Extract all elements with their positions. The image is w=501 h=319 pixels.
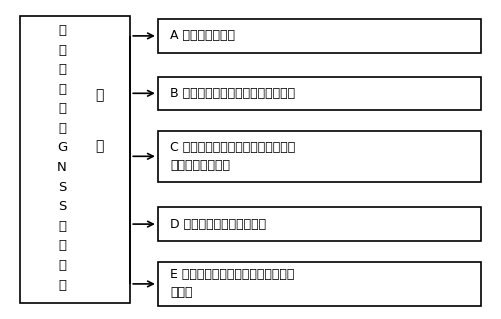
Text: B 构建站间单差卡尔曼滤波观测模型: B 构建站间单差卡尔曼滤波观测模型 xyxy=(170,87,296,100)
Text: 单: 单 xyxy=(58,220,66,233)
Text: 方: 方 xyxy=(95,88,104,102)
Text: 理: 理 xyxy=(58,279,66,292)
Bar xyxy=(158,262,481,306)
Bar xyxy=(20,16,130,303)
Text: S: S xyxy=(58,181,66,194)
Text: D 构建卡尔曼滤波状态模型: D 构建卡尔曼滤波状态模型 xyxy=(170,218,267,231)
Text: 考: 考 xyxy=(58,83,66,96)
Text: 差: 差 xyxy=(58,240,66,252)
Text: S: S xyxy=(58,200,66,213)
Text: C 构建以双差模糊度为参数的单差卡
尔曼滤波观测模型: C 构建以双差模糊度为参数的单差卡 尔曼滤波观测模型 xyxy=(170,141,296,172)
Text: 处: 处 xyxy=(58,259,66,272)
Text: A 选择固定参考星: A 选择固定参考星 xyxy=(170,29,235,42)
Text: G: G xyxy=(57,142,67,154)
Text: 法: 法 xyxy=(95,139,104,153)
Bar xyxy=(158,77,481,110)
Bar xyxy=(158,207,481,241)
Bar xyxy=(158,19,481,53)
Bar xyxy=(158,131,481,182)
Text: 的: 的 xyxy=(58,122,66,135)
Text: N: N xyxy=(57,161,67,174)
Text: E 启动卡尔曼滤波器，进行各类参数
的解算: E 启动卡尔曼滤波器，进行各类参数 的解算 xyxy=(170,268,295,300)
Text: 星: 星 xyxy=(58,102,66,115)
Text: 定: 定 xyxy=(58,43,66,56)
Text: 参: 参 xyxy=(58,63,66,76)
Text: 固: 固 xyxy=(58,24,66,37)
